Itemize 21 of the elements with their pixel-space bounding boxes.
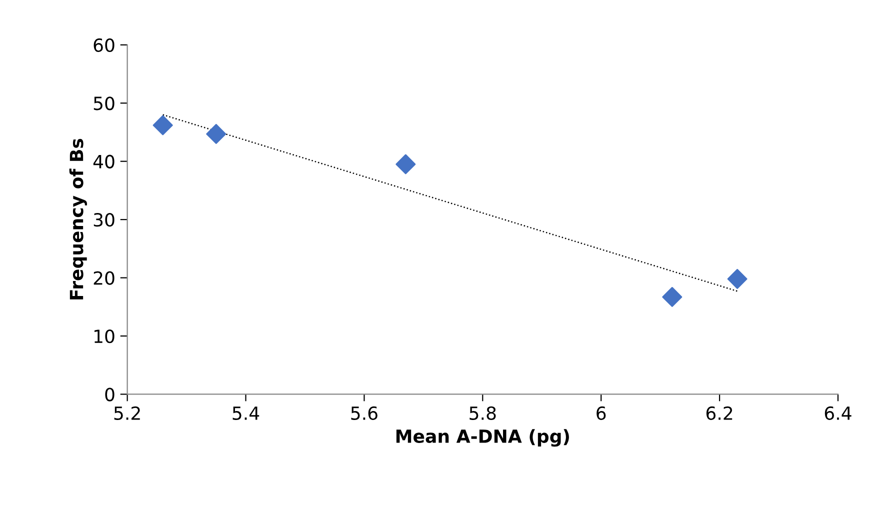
y-tick-label: 10 [94,329,114,344]
y-tick-label: 40 [93,154,114,168]
y-tick-label: 50 [94,96,114,110]
x-tick-label: 5.4 [232,406,260,420]
point [396,154,416,174]
x-tick-label: 5.8 [470,406,496,420]
y-tick-label: 0 [105,388,114,402]
x-tick-label: 5.6 [351,406,378,420]
y-tick-label: 60 [94,38,114,52]
y-tick-label: 30 [94,213,114,227]
y-axis-title: Frequency of Bs [69,138,87,300]
x-tick-label: 6.4 [824,406,852,420]
y-tick-label: 20 [94,271,114,285]
x-tick-label: 6.2 [706,406,732,420]
point [152,115,173,136]
point [206,124,226,144]
point [662,286,682,308]
x-axis-title: Mean A-DNA (pg) [396,429,569,447]
point [727,268,748,289]
x-tick-label: 6 [596,406,606,420]
x-tick-label: 5.2 [114,406,140,420]
